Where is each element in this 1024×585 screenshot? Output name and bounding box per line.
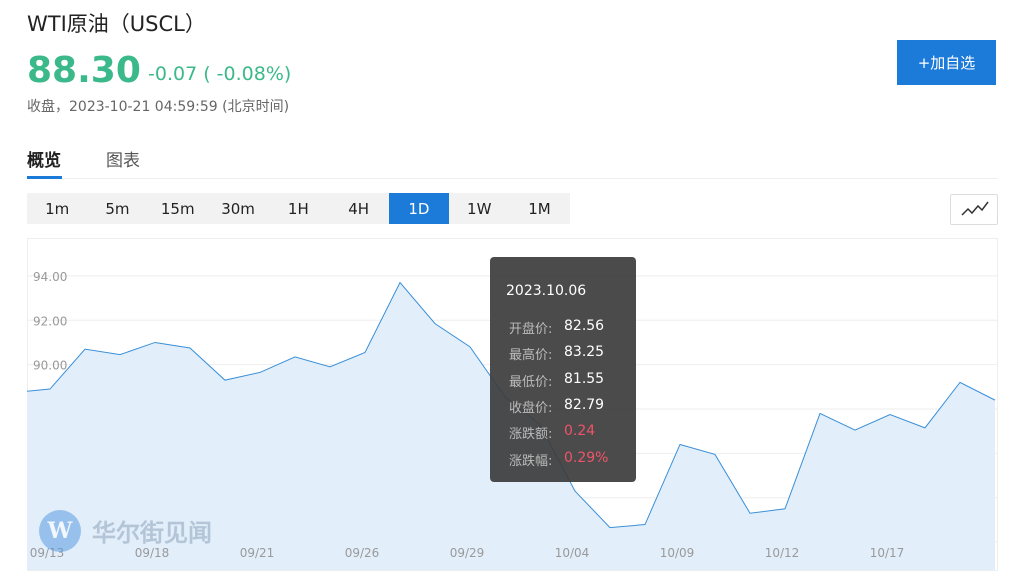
tooltip-row: 涨跌幅: 0.29% [509, 450, 608, 469]
watch-button[interactable]: +加自选 [897, 40, 996, 85]
x-tick-label: 09/29 [450, 546, 485, 560]
svg-text:W: W [47, 518, 73, 544]
tooltip-label: 最高价: [509, 348, 553, 364]
tooltip-row: 最高价: 83.25 [509, 344, 604, 363]
tab[interactable]: 图表 [106, 151, 140, 171]
interval[interactable]: 15m [160, 199, 195, 218]
title: WTI原油（USCL） [27, 12, 206, 36]
tooltip-date: 2023.10.06 [506, 283, 587, 299]
x-tick-label: 09/21 [240, 546, 275, 560]
tooltip-value: 81.55 [564, 370, 605, 387]
interval[interactable]: 4H [348, 199, 370, 218]
y-tick-label: 90.00 [33, 359, 67, 373]
tooltip-label: 最低价: [509, 374, 553, 390]
tooltip-row: 最低价: 81.55 [509, 371, 604, 390]
divider [27, 178, 997, 179]
tooltip-value: 0.24 [564, 423, 596, 440]
interval[interactable]: 1m [45, 199, 70, 218]
tooltip-row: 开盘价: 82.56 [509, 318, 604, 337]
x-tick-label: 09/18 [135, 546, 170, 560]
icon [961, 201, 989, 216]
x-tick-label: 10/04 [555, 546, 590, 560]
interval[interactable]: 30m [221, 199, 255, 218]
price: 88.30 [27, 50, 141, 91]
tooltip-label: 涨跌幅: [509, 453, 553, 469]
tooltip-row: 收盘价: 82.79 [509, 397, 604, 416]
tooltip-value: 82.79 [564, 396, 605, 413]
tab-indicator [27, 176, 62, 179]
x-tick-label: 10/17 [870, 546, 905, 560]
interval[interactable]: 1H [287, 199, 309, 218]
status: 收盘，2023-10-21 04:59:59 (北京时间) [27, 99, 290, 115]
watermark-text: 华尔街见闻 [92, 519, 212, 547]
interval[interactable]: 1D [388, 193, 450, 224]
tooltip: 2023.10.06 开盘价: 82.56 最高价: 83.25 最低价: 81.55 收盘… [490, 257, 636, 482]
interval-bar: 1m 5m 15m 30m 1H 4H 1D 1W 1M [27, 193, 570, 224]
tooltip-value: 83.25 [564, 344, 605, 361]
x-tick-label: 09/26 [345, 546, 380, 560]
tab[interactable]: 概览 [27, 151, 61, 171]
tooltip-value: 0.29% [564, 449, 609, 466]
tooltip-label: 开盘价: [509, 322, 553, 337]
tooltip-label: 涨跌额: [509, 427, 553, 443]
watermark: W 华尔街见闻 [39, 510, 212, 552]
tooltip-row: 涨跌额: 0.24 [509, 423, 595, 442]
interval[interactable]: 1W [467, 199, 492, 218]
x-tick-label: 10/12 [765, 546, 800, 560]
y-tick-label: 92.00 [33, 314, 67, 328]
x-tick-label: 10/09 [660, 546, 695, 560]
interval[interactable]: 1M [528, 199, 551, 218]
change: -0.07 ( -0.08%) [148, 63, 292, 85]
y-tick-label: 94.00 [33, 270, 67, 284]
chart-type-button[interactable] [950, 194, 998, 225]
tooltip-label: 收盘价: [509, 400, 553, 416]
interval[interactable]: 5m [105, 199, 130, 218]
tooltip-value: 82.56 [564, 318, 605, 334]
